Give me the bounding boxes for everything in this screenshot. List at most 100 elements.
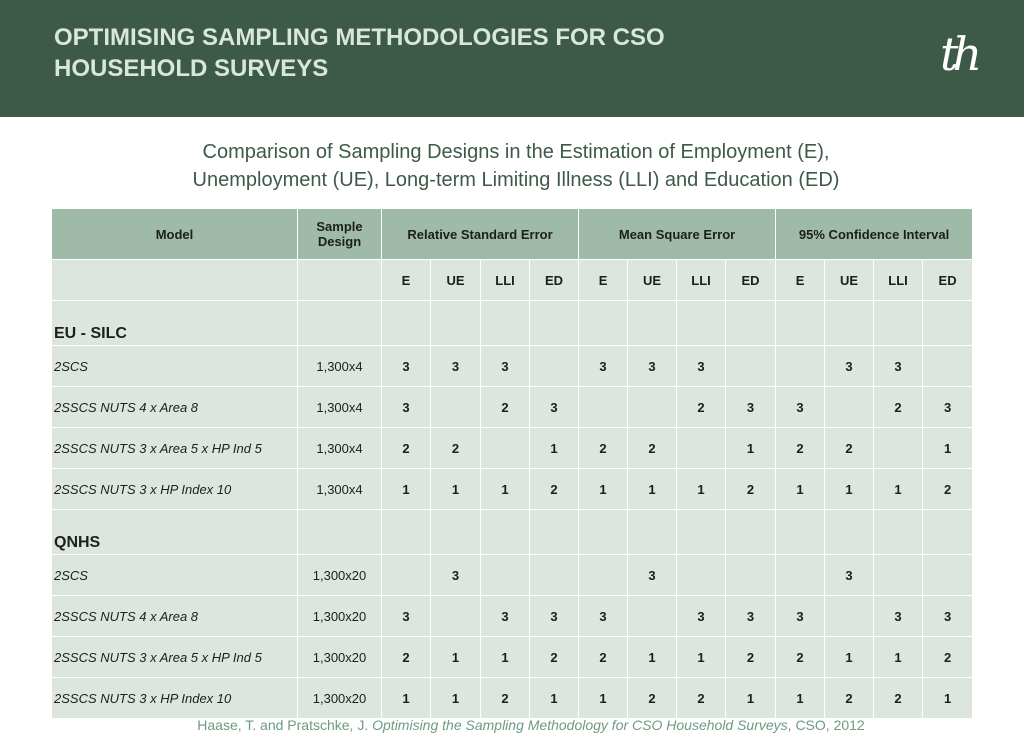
empty-cell [298, 300, 382, 345]
rank-cell: 1 [431, 468, 481, 509]
rank-cell [825, 386, 875, 427]
rank-cell: 2 [579, 636, 629, 677]
rank-cell: 1 [825, 468, 875, 509]
rank-cell: 3 [677, 345, 727, 386]
header-bar: OPTIMISING SAMPLING METHODOLOGIES FOR CS… [0, 0, 1024, 117]
rank-cell: 1 [726, 677, 777, 718]
rank-cell: 1 [874, 468, 924, 509]
empty-cell [874, 509, 924, 554]
header-model: Model [52, 209, 298, 259]
rank-cell: 2 [923, 468, 973, 509]
sample-design-cell: 1,300x4 [298, 427, 382, 468]
subheader-cell: E [579, 259, 629, 300]
page-title: OPTIMISING SAMPLING METHODOLOGIES FOR CS… [54, 24, 665, 82]
th-logo: th [940, 27, 982, 81]
empty-cell [825, 300, 875, 345]
rank-cell [431, 595, 481, 636]
rank-cell: 1 [579, 468, 629, 509]
rank-cell: 2 [382, 427, 431, 468]
model-cell: 2SSCS NUTS 3 x Area 5 x HP Ind 5 [52, 636, 298, 677]
rank-cell [579, 386, 629, 427]
section-row: QNHS [52, 509, 973, 554]
rank-cell [874, 427, 924, 468]
rank-cell: 3 [481, 595, 530, 636]
empty-cell [298, 259, 382, 300]
rank-cell [677, 427, 727, 468]
section-row: EU - SILC [52, 300, 973, 345]
rank-cell: 2 [776, 427, 826, 468]
rank-cell [628, 595, 678, 636]
rank-cell: 2 [530, 636, 580, 677]
rank-cell: 1 [677, 468, 727, 509]
model-cell: 2SSCS NUTS 4 x Area 8 [52, 595, 298, 636]
empty-cell [677, 509, 727, 554]
empty-cell [726, 509, 777, 554]
header-confidence-interval: 95% Confidence Interval [776, 209, 973, 259]
rank-cell: 1 [530, 677, 580, 718]
rank-cell [481, 554, 530, 595]
rank-cell: 1 [382, 677, 431, 718]
subheader-cell: ED [923, 259, 973, 300]
citation-source: , CSO, 2012 [787, 717, 865, 733]
empty-cell [579, 509, 629, 554]
rank-cell: 1 [481, 636, 530, 677]
rank-cell: 1 [628, 468, 678, 509]
rank-cell: 3 [481, 345, 530, 386]
empty-cell [776, 300, 826, 345]
sample-design-cell: 1,300x20 [298, 554, 382, 595]
table-row: 2SSCS NUTS 3 x HP Index 10 1,300x20 1 1 2 1 1 2… [52, 677, 973, 718]
rank-cell: 2 [481, 386, 530, 427]
comparison-table: Model Sample Design Relative Standard Er… [52, 209, 973, 718]
rank-cell: 3 [923, 386, 973, 427]
subheader-cell: LLI [677, 259, 727, 300]
subheader-cell: ED [726, 259, 777, 300]
table-row: 2SSCS NUTS 4 x Area 8 1,300x4 3 2 3 2 3 3 2 3 [52, 386, 973, 427]
empty-cell [530, 509, 580, 554]
subheader-cell: E [776, 259, 826, 300]
rank-cell: 2 [530, 468, 580, 509]
sample-design-cell: 1,300x4 [298, 386, 382, 427]
section-title: QNHS [52, 509, 298, 554]
rank-cell: 1 [481, 468, 530, 509]
rank-cell: 3 [431, 554, 481, 595]
subheader-cell: UE [825, 259, 875, 300]
table-row: 2SCS 1,300x20 3 3 3 [52, 554, 973, 595]
rank-cell: 2 [874, 386, 924, 427]
empty-cell [825, 509, 875, 554]
rank-cell: 3 [579, 345, 629, 386]
rank-cell: 1 [776, 677, 826, 718]
rank-cell: 2 [825, 677, 875, 718]
empty-cell [628, 300, 678, 345]
rank-cell [776, 345, 826, 386]
rank-cell: 3 [874, 345, 924, 386]
table-row: 2SSCS NUTS 3 x Area 5 x HP Ind 5 1,300x4 2… [52, 427, 973, 468]
rank-cell: 2 [382, 636, 431, 677]
rank-cell [825, 595, 875, 636]
rank-cell: 2 [825, 427, 875, 468]
sample-design-cell: 1,300x20 [298, 636, 382, 677]
model-cell: 2SSCS NUTS 4 x Area 8 [52, 386, 298, 427]
empty-cell [923, 300, 973, 345]
header-sample-design: Sample Design [298, 209, 382, 259]
rank-cell: 3 [726, 386, 777, 427]
rank-cell: 3 [825, 345, 875, 386]
sample-design-cell: 1,300x4 [298, 345, 382, 386]
rank-cell [530, 554, 580, 595]
rank-cell: 2 [677, 677, 727, 718]
caption-line-2: Unemployment (UE), Long-term Limiting Il… [192, 169, 840, 191]
rank-cell: 2 [579, 427, 629, 468]
caption-line-1: Comparison of Sampling Designs in the Es… [202, 141, 830, 163]
rank-cell [382, 554, 431, 595]
rank-cell: 3 [776, 386, 826, 427]
rank-cell [923, 345, 973, 386]
empty-cell [52, 259, 298, 300]
citation: Haase, T. and Pratschke, J. Optimising t… [0, 717, 1024, 733]
rank-cell: 2 [923, 636, 973, 677]
model-cell: 2SSCS NUTS 3 x HP Index 10 [52, 677, 298, 718]
rank-cell: 3 [776, 595, 826, 636]
rank-cell: 1 [923, 677, 973, 718]
empty-cell [431, 509, 481, 554]
rank-cell: 1 [382, 468, 431, 509]
model-cell: 2SSCS NUTS 3 x Area 5 x HP Ind 5 [52, 427, 298, 468]
rank-cell: 3 [825, 554, 875, 595]
